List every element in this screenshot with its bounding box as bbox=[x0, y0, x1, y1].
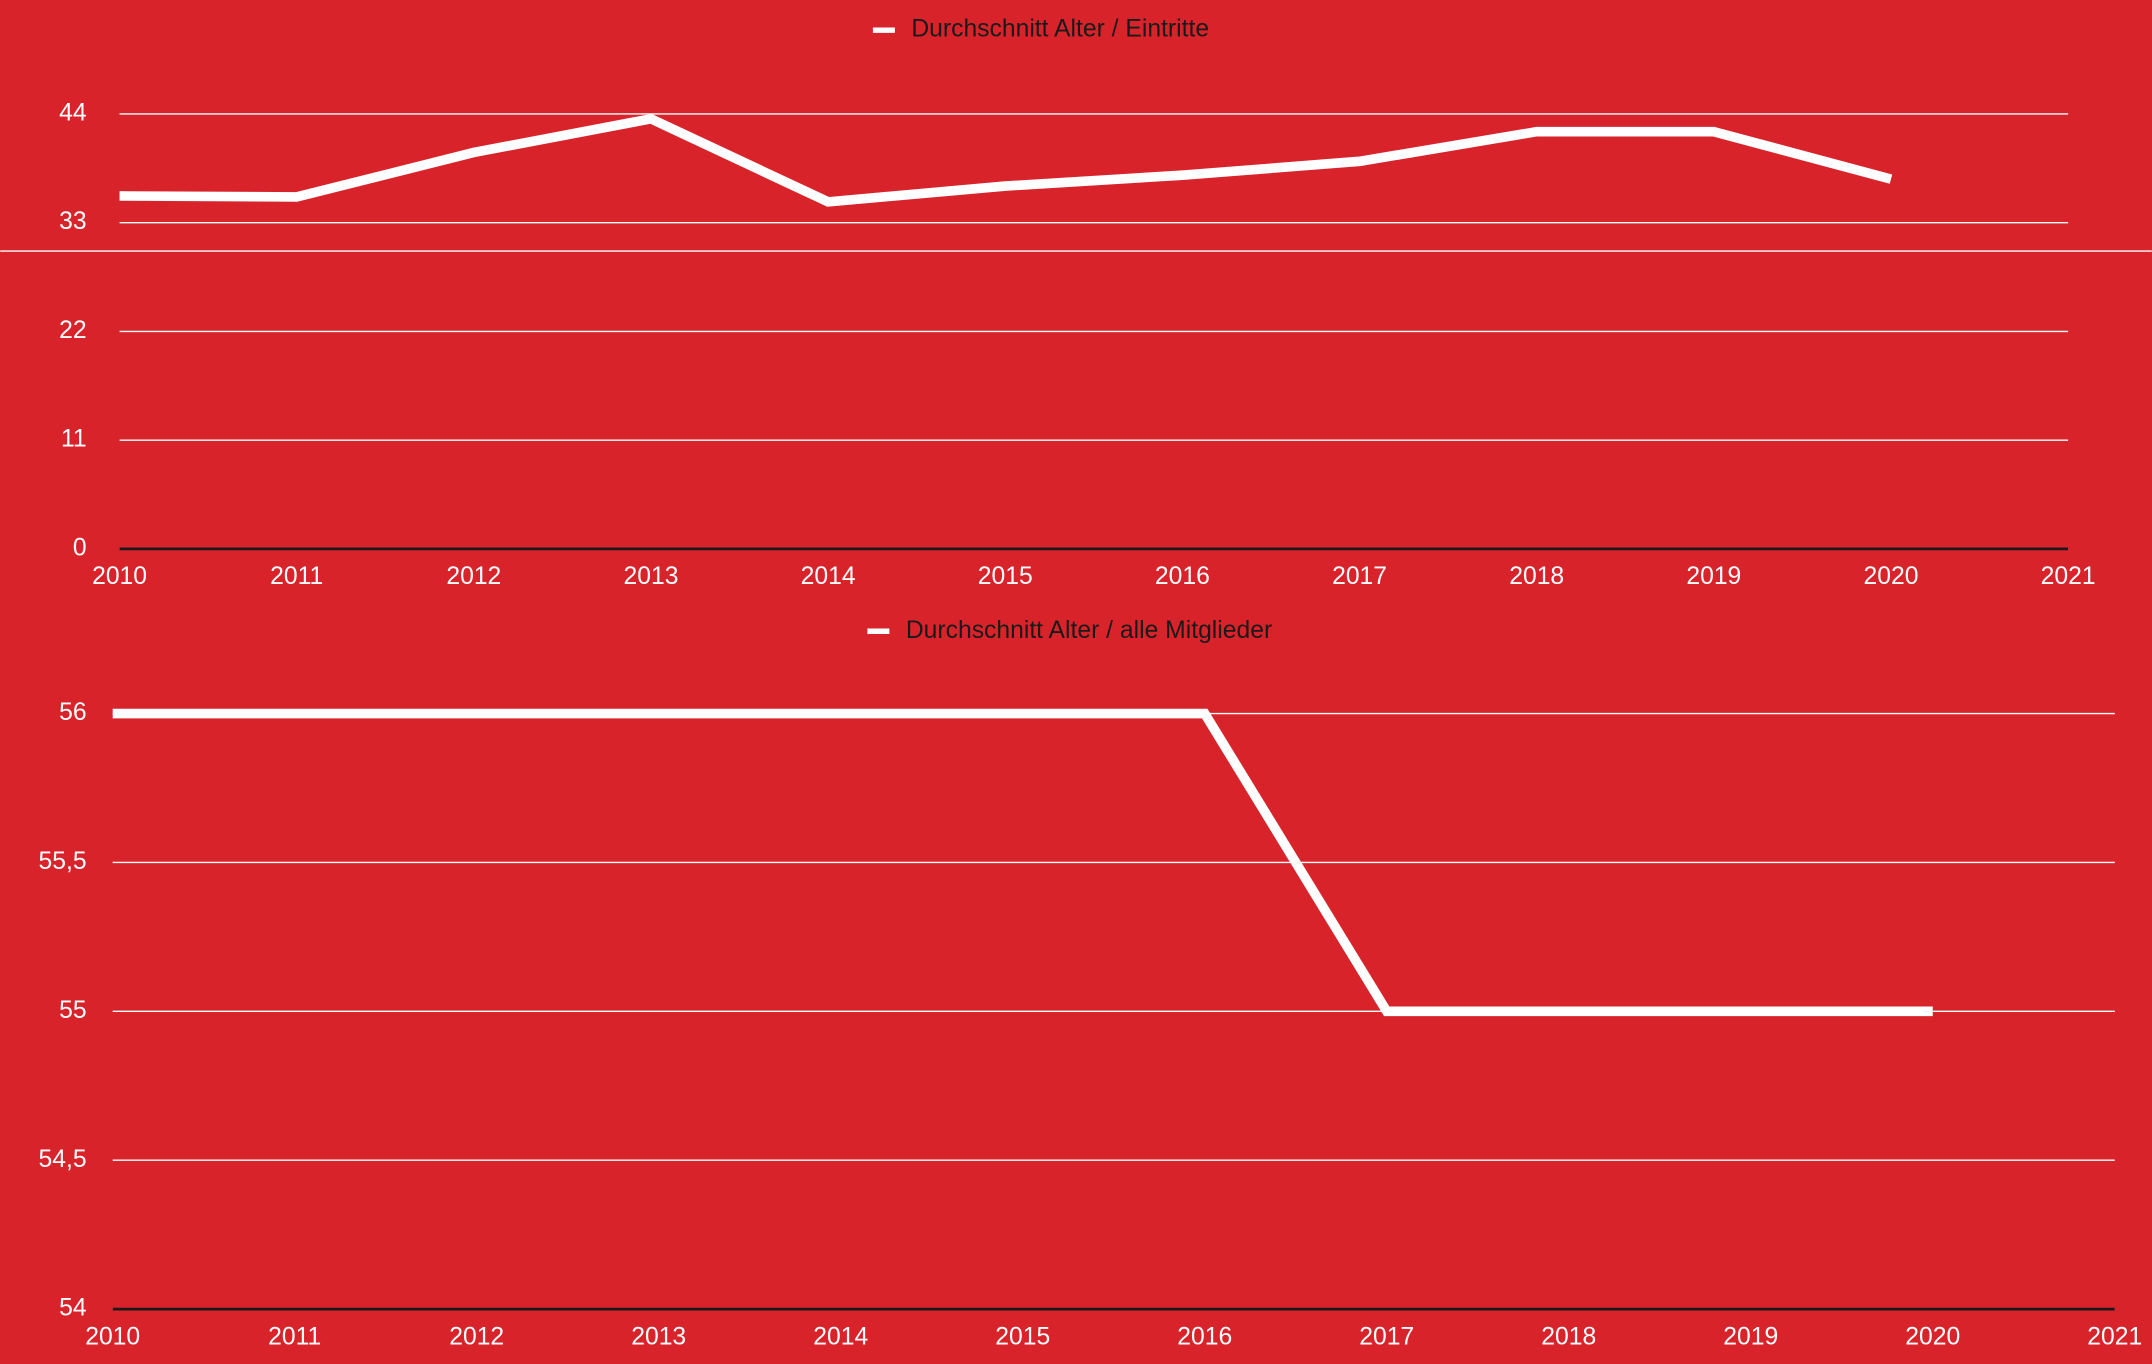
x-tick-label: 2010 bbox=[85, 1323, 140, 1350]
line bbox=[112, 708, 1933, 1017]
y-tick-label: 55,5 bbox=[39, 848, 87, 875]
legend-label: Durchschnitt Alter / alle Mitglieder bbox=[906, 617, 1272, 644]
y-tick-label: 22 bbox=[59, 317, 86, 344]
x-tick-label: 2017 bbox=[1359, 1323, 1414, 1350]
y-tick-label: 44 bbox=[59, 99, 86, 126]
x-tick-label: 2018 bbox=[1509, 563, 1564, 590]
x-tick-label: 2011 bbox=[268, 1323, 321, 1350]
x-tick-label: 2019 bbox=[1723, 1323, 1778, 1350]
y-tick-label: 56 bbox=[59, 699, 86, 726]
x-tick-label: 2016 bbox=[1177, 1323, 1232, 1350]
x-tick-label: 2021 bbox=[2087, 1323, 2142, 1350]
x-tick-label: 2021 bbox=[2041, 563, 2096, 590]
x-tick-label: 2012 bbox=[449, 1323, 504, 1350]
x-tick-label: 2012 bbox=[446, 563, 501, 590]
x-tick-label: 2015 bbox=[995, 1323, 1050, 1350]
x-tick-label: 2010 bbox=[92, 563, 147, 590]
y-tick-label: 55 bbox=[59, 997, 86, 1024]
y-tick-label: 33 bbox=[59, 208, 86, 235]
x-tick-label: 2014 bbox=[813, 1323, 868, 1350]
line bbox=[119, 113, 1893, 207]
x-tick-label: 2015 bbox=[978, 563, 1033, 590]
y-tick-label: 0 bbox=[73, 534, 87, 561]
x-tick-label: 2011 bbox=[270, 563, 323, 590]
legend-label: Durchschnitt Alter / Eintritte bbox=[911, 16, 1209, 43]
x-tick-label: 2013 bbox=[624, 563, 679, 590]
x-tick-label: 2017 bbox=[1332, 563, 1387, 590]
y-tick-label: 54 bbox=[59, 1295, 86, 1322]
x-tick-label: 2014 bbox=[801, 563, 856, 590]
y-tick-label: 11 bbox=[61, 426, 87, 453]
x-tick-label: 2020 bbox=[1905, 1323, 1960, 1350]
x-tick-label: 2020 bbox=[1864, 563, 1919, 590]
x-tick-label: 2018 bbox=[1541, 1323, 1596, 1350]
x-tick-label: 2019 bbox=[1686, 563, 1741, 590]
x-tick-label: 2016 bbox=[1155, 563, 1210, 590]
y-tick-label: 54,5 bbox=[39, 1146, 87, 1173]
x-tick-label: 2013 bbox=[631, 1323, 686, 1350]
